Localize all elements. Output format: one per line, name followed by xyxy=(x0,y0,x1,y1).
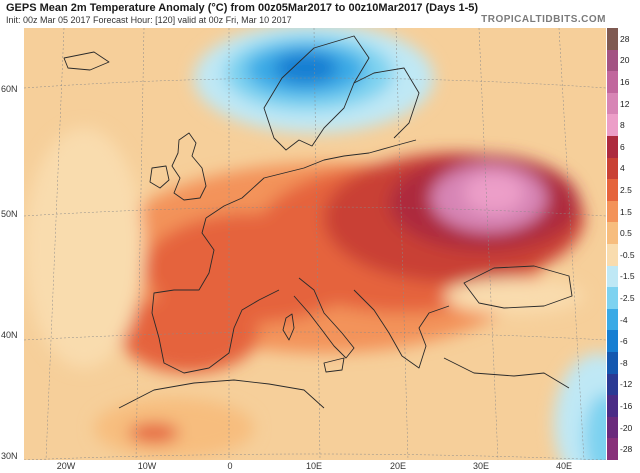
lat-label-50n: 50N xyxy=(1,209,18,219)
forecast-info: Init: 00z Mar 05 2017 Forecast Hour: [12… xyxy=(6,15,292,25)
colorbar-swatch xyxy=(607,352,618,375)
lat-label-40n: 40N xyxy=(1,330,18,340)
lon-label-0: 0 xyxy=(227,461,233,471)
colorbar-tick-label: 20 xyxy=(620,55,630,66)
temperature-anomaly-map xyxy=(24,28,606,460)
colorbar-tick-label: 4 xyxy=(620,163,625,174)
lon-label-30e: 30E xyxy=(472,461,490,471)
colorbar-swatch xyxy=(607,28,618,51)
colorbar-swatch xyxy=(607,92,618,115)
colorbar-tick-label: 1.5 xyxy=(620,206,632,217)
graticule xyxy=(24,28,606,460)
source-brand: TROPICALTIDBITS.COM xyxy=(481,14,606,25)
lon-label-40e: 40E xyxy=(555,461,573,471)
colorbar-tick-label: -16 xyxy=(620,401,633,411)
colorbar-swatch xyxy=(607,179,618,202)
colorbar-swatch xyxy=(607,395,618,418)
colorbar-swatch xyxy=(607,114,618,137)
colorbar-swatch xyxy=(607,49,618,72)
lon-label-20w: 20W xyxy=(56,461,76,471)
colorbar-swatch xyxy=(607,438,618,461)
colorbar-tick-label: -1.5 xyxy=(620,271,635,282)
colorbar-tick-label: 16 xyxy=(620,77,630,87)
colorbar-swatch xyxy=(607,222,618,245)
colorbar-tick-label: 28 xyxy=(620,33,630,44)
colorbar-tick-label: -6 xyxy=(620,336,628,347)
colorbar-tick-label: -8 xyxy=(620,357,628,368)
chart-header: GEPS Mean 2m Temperature Anomaly (°C) fr… xyxy=(0,0,640,28)
colorbar-swatch xyxy=(607,287,618,310)
colorbar-swatch xyxy=(607,71,618,94)
colorbar-tick-label: 12 xyxy=(620,98,630,109)
colorbar-swatch xyxy=(607,416,618,439)
colorbar-swatch xyxy=(607,330,618,353)
colorbar-tick-label: 2.5 xyxy=(620,185,632,195)
colorbar-swatch xyxy=(607,244,618,267)
anomaly-map-graphic xyxy=(24,28,606,460)
coastlines xyxy=(63,35,573,409)
map-title: GEPS Mean 2m Temperature Anomaly (°C) fr… xyxy=(6,2,479,14)
colorbar-tick-label: -28 xyxy=(620,444,633,455)
colorbar-swatch xyxy=(607,136,618,159)
colorbar-tick-label: -12 xyxy=(620,379,633,390)
colorbar-legend: 28 20 16 12 8 6 4 2.5 1.5 0.5 -0.5 -1.5 -2.5 -4 -6 -8 -1… xyxy=(607,28,640,461)
colorbar-tick-label: -20 xyxy=(620,422,633,433)
colorbar-swatch xyxy=(607,308,618,331)
colorbar-tick-label: -4 xyxy=(620,314,628,325)
colorbar-tick-label: 6 xyxy=(620,141,625,152)
colorbar-tick-label: -0.5 xyxy=(620,249,635,260)
lon-label-10e: 10E xyxy=(305,461,323,471)
colorbar-tick-label: 8 xyxy=(620,120,625,131)
colorbar-swatch xyxy=(607,200,618,223)
lat-label-60n: 60N xyxy=(1,84,18,94)
colorbar-tick-label: -2.5 xyxy=(620,293,635,303)
colorbar-swatch xyxy=(607,157,618,180)
lon-label-10w: 10W xyxy=(137,461,157,471)
colorbar-swatch xyxy=(607,265,618,288)
colorbar-swatch xyxy=(607,373,618,396)
lon-label-20e: 20E xyxy=(389,461,407,471)
colorbar-tick-label: 0.5 xyxy=(620,228,632,239)
lat-label-30n: 30N xyxy=(1,451,18,461)
